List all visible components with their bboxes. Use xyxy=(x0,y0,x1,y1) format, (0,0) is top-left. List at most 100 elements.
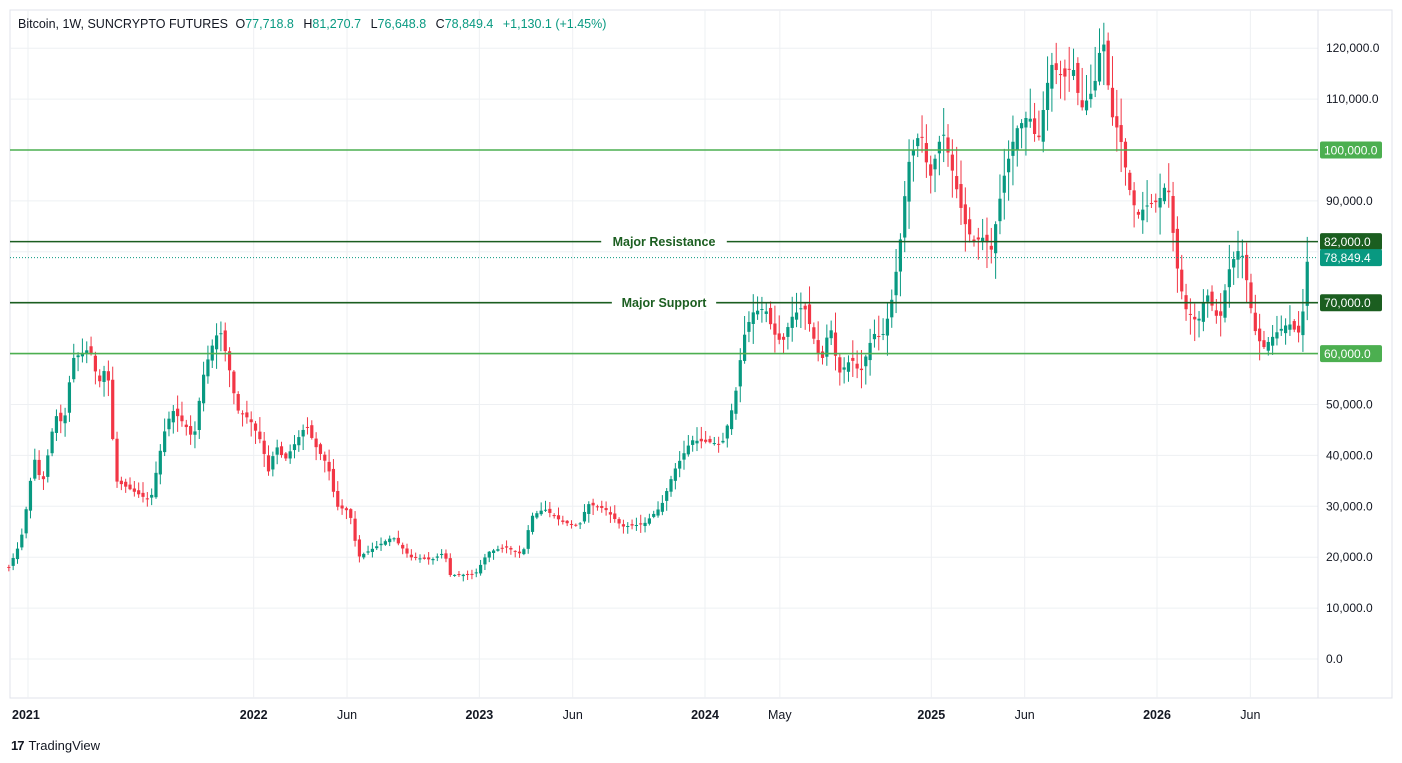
candle-body xyxy=(652,513,656,517)
open-label: O xyxy=(235,17,246,31)
candle-body xyxy=(509,547,513,550)
candle-body xyxy=(686,445,690,455)
candle-body xyxy=(102,371,106,382)
candle-body xyxy=(773,323,777,335)
candle-body xyxy=(838,357,842,373)
candle-body xyxy=(1119,125,1123,143)
candle-body xyxy=(284,453,288,459)
candle-body xyxy=(98,375,102,382)
candle-body xyxy=(799,308,803,310)
candle-body xyxy=(1180,269,1184,292)
candle-body xyxy=(1288,324,1292,330)
candle-body xyxy=(279,446,284,456)
candle-body xyxy=(691,440,695,445)
candle-body xyxy=(357,539,362,557)
level-price-badge xyxy=(1320,294,1382,312)
candle-body xyxy=(396,537,400,544)
candle-body xyxy=(89,346,93,354)
level-price-label: 60,000.0 xyxy=(1324,347,1371,361)
candle-body xyxy=(548,508,552,513)
high-value: 81,270.7 xyxy=(312,17,362,31)
candle-body xyxy=(137,490,141,495)
candle-body xyxy=(1076,62,1080,93)
candle-body xyxy=(1279,328,1283,331)
candle-body xyxy=(37,459,41,476)
candle-body xyxy=(414,556,418,558)
candle-body xyxy=(1015,128,1019,150)
y-tick-label: 90,000.0 xyxy=(1326,194,1373,208)
candle-body xyxy=(1011,141,1015,156)
tradingview-branding[interactable]: 17 TradingView xyxy=(11,738,100,753)
symbol-name[interactable]: Bitcoin, 1W, SUNCRYPTO FUTURES xyxy=(18,17,228,31)
candle-body xyxy=(167,418,171,430)
candle-body xyxy=(587,504,591,514)
candle-body xyxy=(491,550,496,553)
candle-body xyxy=(1041,110,1045,142)
y-tick-label: 50,000.0 xyxy=(1326,398,1373,412)
candle-body xyxy=(738,360,742,387)
candle-body xyxy=(1080,100,1084,108)
tradingview-logo-icon: 17 xyxy=(11,738,25,753)
candle-body xyxy=(292,444,297,451)
candle-body xyxy=(1253,312,1257,332)
candle-body xyxy=(214,335,219,350)
x-tick-label: 2021 xyxy=(12,708,40,722)
candle-body xyxy=(440,553,444,555)
candle-body xyxy=(626,526,630,528)
candle-body xyxy=(591,502,595,506)
candle-body xyxy=(193,431,197,435)
candle-body xyxy=(1301,311,1305,336)
open-value: 77,718.8 xyxy=(245,17,294,31)
candle-body xyxy=(855,363,859,369)
candle-body xyxy=(937,141,941,154)
candle-body xyxy=(427,557,431,560)
candle-body xyxy=(176,408,180,417)
candle-body xyxy=(842,367,846,370)
candle-body xyxy=(786,327,790,337)
candle-body xyxy=(959,184,963,208)
candle-body xyxy=(478,564,483,574)
candle-body xyxy=(310,425,314,438)
candle-body xyxy=(916,138,920,147)
level-price-badge xyxy=(1320,233,1382,251)
candle-body xyxy=(1245,254,1249,281)
candle-body xyxy=(1175,228,1180,269)
candle-body xyxy=(617,519,621,524)
candle-body xyxy=(1054,63,1058,71)
candle-body xyxy=(24,509,28,534)
candle-body xyxy=(240,413,245,415)
candle-body xyxy=(1145,205,1149,207)
candle-body xyxy=(323,454,327,461)
candle-body xyxy=(747,321,751,332)
candle-body xyxy=(500,547,504,549)
candle-body xyxy=(807,304,812,325)
candle-body xyxy=(401,544,405,549)
candle-body xyxy=(128,484,132,490)
x-tick-label: 2022 xyxy=(240,708,268,722)
candle-body xyxy=(972,239,976,242)
candle-body xyxy=(11,558,15,566)
candle-body xyxy=(955,176,959,190)
candle-body xyxy=(219,333,223,335)
candle-body xyxy=(608,512,613,515)
tradingview-name: TradingView xyxy=(28,738,101,753)
candle-body xyxy=(7,566,11,568)
candle-body xyxy=(673,468,677,481)
candle-body xyxy=(1167,190,1171,193)
candle-body xyxy=(409,554,413,558)
candle-body xyxy=(634,524,638,526)
candle-body xyxy=(989,245,993,250)
x-tick-label: Jun xyxy=(563,708,583,722)
candle-body xyxy=(383,541,387,545)
candle-body xyxy=(643,522,647,527)
candle-body xyxy=(613,513,617,520)
candle-body xyxy=(483,557,487,565)
candle-body xyxy=(751,312,755,324)
candle-body xyxy=(28,480,33,511)
candle-body xyxy=(574,524,578,526)
candle-body xyxy=(189,426,193,435)
candle-body xyxy=(1149,203,1154,205)
candle-body xyxy=(981,237,985,242)
candle-body xyxy=(1158,197,1162,208)
